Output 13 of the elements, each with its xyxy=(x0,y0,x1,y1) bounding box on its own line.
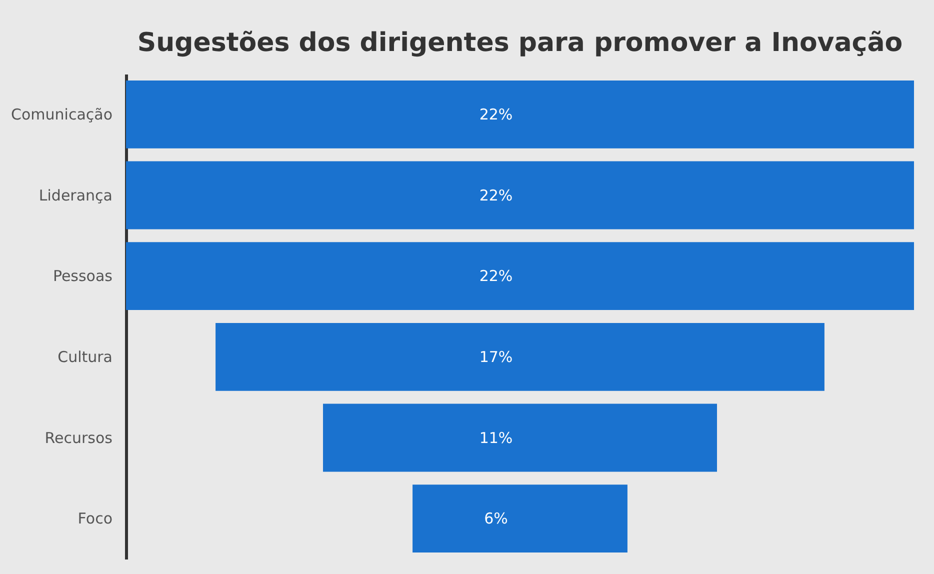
category-label: Foco xyxy=(78,510,112,528)
category-label: Pessoas xyxy=(52,267,113,286)
data-label: 22% xyxy=(479,267,513,286)
category-label: Liderança xyxy=(38,186,112,204)
data-label: 22% xyxy=(479,105,513,124)
data-label: 17% xyxy=(479,348,513,366)
category-label: Cultura xyxy=(58,348,112,366)
category-label: Recursos xyxy=(44,428,113,447)
text: Sugestões dos dirigentes para promover a Inovação xyxy=(137,28,903,58)
data-label: 22% xyxy=(479,186,513,204)
category-label: Comunicação xyxy=(11,105,112,124)
data-label: 6% xyxy=(484,510,508,528)
data-label: 11% xyxy=(479,428,513,447)
